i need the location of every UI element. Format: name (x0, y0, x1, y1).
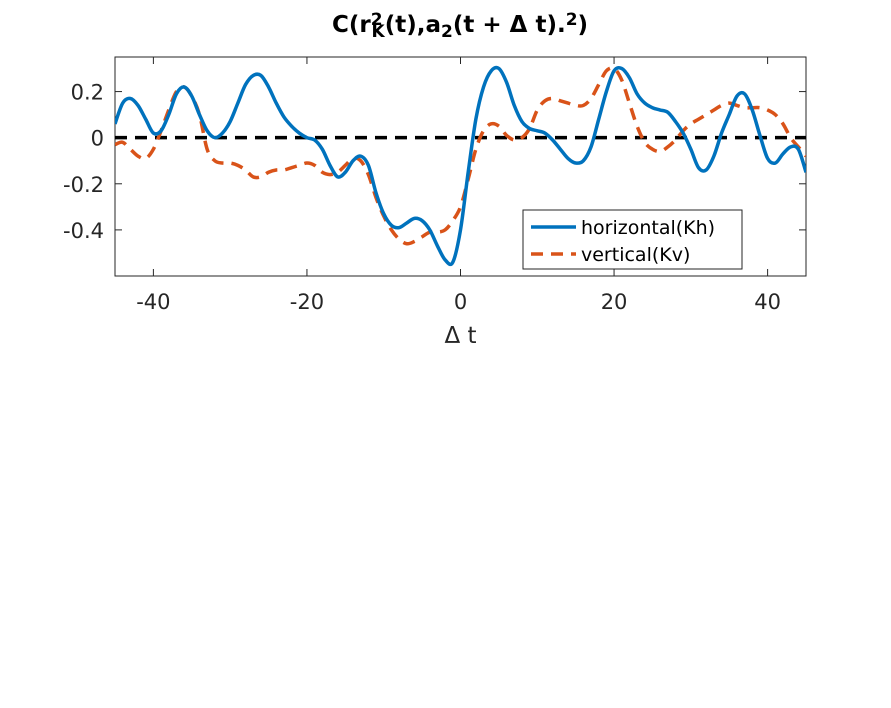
x-tick-label: -20 (290, 290, 324, 314)
title-part: K (372, 22, 386, 42)
title-part: C(r (332, 12, 371, 38)
x-tick-label: 40 (754, 290, 781, 314)
x-axis-label: Δ t (444, 323, 476, 349)
title-part: (t + Δ t). (453, 12, 566, 38)
title-part: (t),a (385, 12, 441, 38)
x-tick-label: -40 (136, 290, 170, 314)
title-part: ) (578, 12, 589, 38)
x-tick-label: 20 (601, 290, 628, 314)
legend-label: horizontal(Kh) (581, 217, 715, 239)
series-lines (115, 65, 806, 267)
title-part: 2 (441, 22, 453, 42)
title-part: 2 (566, 10, 578, 30)
chart-title: C(r2 K(t),a2(t + Δ t).2) (332, 10, 588, 42)
legend: horizontal(Kh) vertical(Kv) (522, 209, 743, 270)
y-tick-label: 0 (91, 127, 104, 151)
y-tick-label: -0.4 (63, 219, 104, 243)
y-tick-label: -0.2 (63, 173, 104, 197)
x-tick-label: 0 (454, 290, 467, 314)
plot-area: -40 -20 0 20 40 0.2 0 -0.2 -0.4 (63, 56, 807, 314)
title-part: 2 (371, 10, 383, 30)
legend-box (522, 209, 743, 270)
series-line-horizontal (115, 65, 806, 267)
y-tick-label: 0.2 (71, 81, 104, 105)
legend-label: vertical(Kv) (581, 244, 690, 266)
chart-title-text: C(r2 K(t),a2(t + Δ t).2) (332, 10, 588, 42)
